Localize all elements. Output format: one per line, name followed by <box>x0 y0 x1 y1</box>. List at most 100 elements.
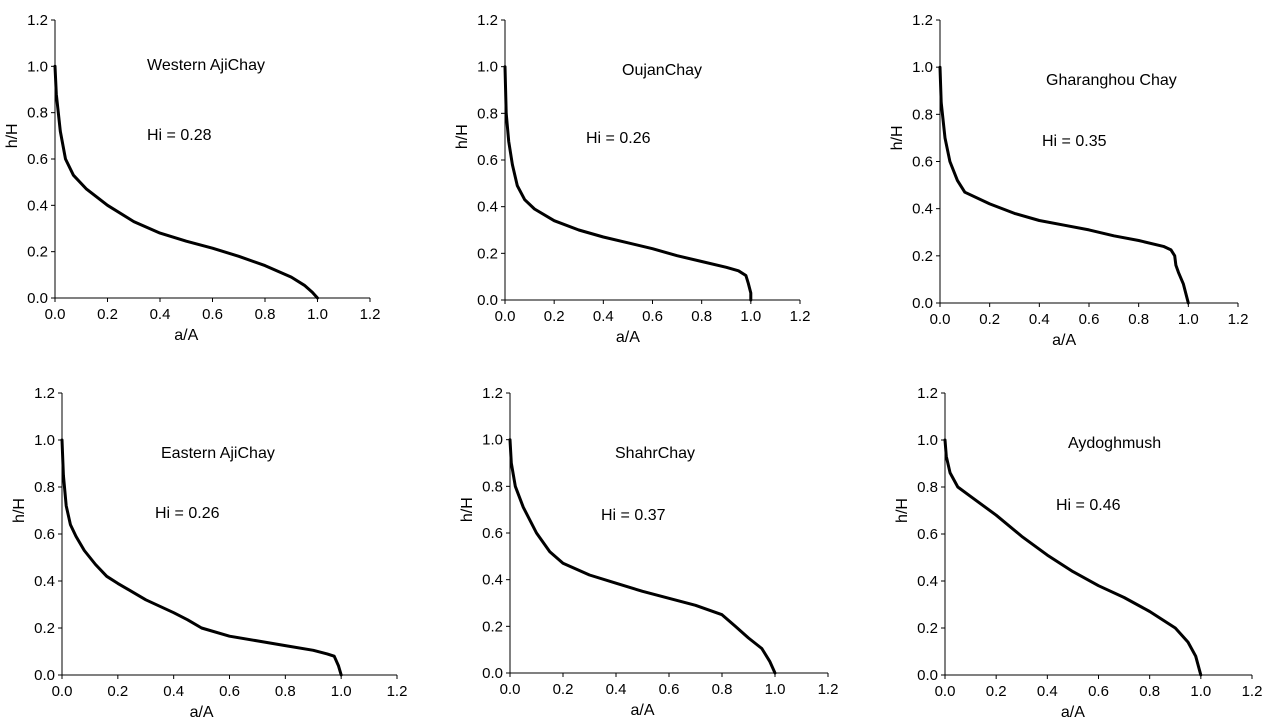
x-axis-title: a/A <box>190 704 214 721</box>
basin-name-label: Aydoghmush <box>1068 435 1161 452</box>
y-tick-label: 1.2 <box>34 385 55 402</box>
y-tick-label: 0.0 <box>34 667 55 684</box>
x-tick-label: 0.0 <box>495 308 516 325</box>
x-axis-title: a/A <box>616 329 640 346</box>
x-tick-label: 0.4 <box>593 308 614 325</box>
y-tick-label: 1.2 <box>917 385 938 402</box>
x-tick-label: 0.2 <box>979 311 1000 328</box>
y-axis-title: h/H <box>11 498 28 523</box>
x-tick-label: 0.8 <box>275 683 296 700</box>
y-tick-label: 0.4 <box>482 572 503 589</box>
x-tick-label: 0.2 <box>986 683 1007 700</box>
x-tick-label: 0.0 <box>52 683 73 700</box>
y-axis-title: h/H <box>459 497 476 522</box>
y-tick-label: 0.2 <box>917 620 938 637</box>
x-tick-label: 0.2 <box>107 683 128 700</box>
x-tick-label: 1.2 <box>818 681 839 698</box>
chart-panel-6: 0.0 0.2 0.4 0.6 0.8 1.0 1.2 0.0 0.2 0.4 0.6 0.8 1.0 1… <box>894 385 1262 721</box>
x-tick-label: 0.2 <box>544 308 565 325</box>
x-tick-label: 0.8 <box>1128 311 1149 328</box>
x-tick-label: 0.8 <box>1139 683 1160 700</box>
y-tick-label: 0.4 <box>34 573 55 590</box>
x-tick-label: 0.6 <box>219 683 240 700</box>
y-tick-label: 1.2 <box>477 12 498 29</box>
x-tick-label: 0.4 <box>150 306 171 323</box>
x-tick-label: 1.2 <box>1242 683 1263 700</box>
x-tick-label: 1.2 <box>360 306 381 323</box>
x-tick-label: 1.0 <box>1178 311 1199 328</box>
y-tick-label: 0.6 <box>27 151 48 168</box>
y-tick-label: 1.0 <box>34 432 55 449</box>
chart-panel-4: 0.0 0.2 0.4 0.6 0.8 1.0 1.2 0.0 0.2 0.4 0.6 0.8 1.0 1… <box>11 385 407 721</box>
y-tick-label: 1.0 <box>917 432 938 449</box>
y-tick-label: 0.0 <box>912 295 933 312</box>
y-tick-label: 0.6 <box>482 525 503 542</box>
x-tick-label: 0.2 <box>97 306 118 323</box>
chart-panel-1: 0.0 0.2 0.4 0.6 0.8 1.0 1.2 0.0 0.2 0.4 0.6 0.8 1.0 1… <box>4 12 380 344</box>
hypsometric-curve <box>938 65 1190 305</box>
x-axis-title: a/A <box>174 327 198 344</box>
hi-value-label: Hi = 0.35 <box>1042 133 1107 150</box>
y-axis-title: h/H <box>889 125 906 150</box>
x-tick-label: 0.4 <box>163 683 184 700</box>
y-tick-label: 0.2 <box>912 248 933 265</box>
x-tick-label: 0.0 <box>45 306 66 323</box>
y-axis-title: h/H <box>454 124 471 149</box>
hypsometric-curve <box>508 438 777 675</box>
y-tick-label: 1.0 <box>912 59 933 76</box>
x-tick-label: 1.0 <box>331 683 352 700</box>
y-tick-label: 1.2 <box>912 12 933 29</box>
y-axis-title: h/H <box>4 123 21 148</box>
x-tick-label: 0.6 <box>642 308 663 325</box>
hi-value-label: Hi = 0.46 <box>1056 497 1121 514</box>
x-tick-label: 0.8 <box>712 681 733 698</box>
chart-panel-3: 0.0 0.2 0.4 0.6 0.8 1.0 1.2 0.0 0.2 0.4 0.6 0.8 1.0 1… <box>889 12 1248 349</box>
y-axis-title: h/H <box>894 498 911 523</box>
y-tick-label: 0.4 <box>917 573 938 590</box>
x-tick-label: 1.2 <box>790 308 811 325</box>
y-tick-label: 0.4 <box>477 199 498 216</box>
hypsometric-curve <box>53 64 319 300</box>
y-tick-label: 0.6 <box>34 526 55 543</box>
x-tick-label: 1.0 <box>740 308 761 325</box>
basin-name-label: Eastern AjiChay <box>161 445 275 462</box>
hi-value-label: Hi = 0.26 <box>155 505 220 522</box>
x-axis-title: a/A <box>1052 332 1076 349</box>
y-tick-label: 0.4 <box>27 197 48 214</box>
x-tick-label: 1.2 <box>1228 311 1249 328</box>
hi-value-label: Hi = 0.37 <box>601 507 666 524</box>
x-tick-label: 0.6 <box>202 306 223 323</box>
hypsometric-curve <box>503 65 753 302</box>
x-tick-label: 0.4 <box>1037 683 1058 700</box>
y-tick-label: 0.8 <box>34 479 55 496</box>
y-tick-label: 0.8 <box>482 478 503 495</box>
basin-name-label: OujanChay <box>622 62 702 79</box>
hi-value-label: Hi = 0.26 <box>586 130 651 147</box>
x-tick-label: 0.0 <box>935 683 956 700</box>
y-tick-label: 0.8 <box>917 479 938 496</box>
y-tick-label: 0.8 <box>477 105 498 122</box>
x-tick-label: 0.2 <box>553 681 574 698</box>
basin-name-label: ShahrChay <box>615 445 695 462</box>
x-tick-label: 0.8 <box>255 306 276 323</box>
basin-name-label: Gharanghou Chay <box>1046 72 1177 89</box>
x-tick-label: 0.8 <box>691 308 712 325</box>
hypsometric-curve <box>943 438 1203 677</box>
x-tick-label: 0.4 <box>1029 311 1050 328</box>
y-tick-label: 1.0 <box>477 59 498 76</box>
y-tick-label: 0.0 <box>917 667 938 684</box>
y-tick-label: 0.2 <box>482 618 503 635</box>
x-tick-label: 1.0 <box>765 681 786 698</box>
y-tick-label: 0.2 <box>477 245 498 262</box>
y-tick-label: 0.2 <box>34 620 55 637</box>
x-tick-label: 1.0 <box>1190 683 1211 700</box>
y-tick-label: 0.8 <box>912 106 933 123</box>
hypsometric-curve <box>60 438 343 677</box>
chart-panel-5: 0.0 0.2 0.4 0.6 0.8 1.0 1.2 0.0 0.2 0.4 0.6 0.8 1.0 1… <box>459 385 838 719</box>
y-tick-label: 0.0 <box>477 292 498 309</box>
y-tick-label: 0.0 <box>482 665 503 682</box>
y-tick-label: 0.6 <box>912 154 933 171</box>
y-tick-label: 0.2 <box>27 244 48 261</box>
x-tick-label: 0.0 <box>930 311 951 328</box>
